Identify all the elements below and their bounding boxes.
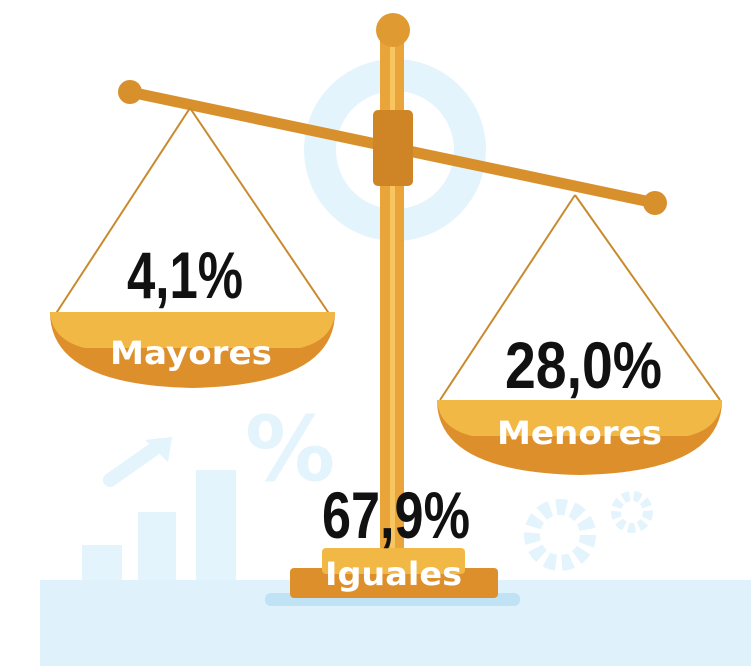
value-label: 4,1%	[127, 238, 243, 312]
base-upper	[322, 548, 465, 574]
pan-string	[439, 194, 721, 401]
category-label: Menores	[497, 414, 662, 452]
top-knob	[376, 13, 410, 47]
category-label: Mayores	[110, 334, 272, 372]
percent-decor: %	[245, 397, 335, 502]
arrow-decor	[103, 438, 167, 487]
bar-decor	[196, 470, 236, 580]
bar-decor	[138, 512, 176, 580]
value-label: 28,0%	[505, 328, 662, 402]
category-label: Iguales	[325, 555, 462, 593]
value-label: 67,9%	[322, 478, 470, 552]
beam-end	[643, 191, 667, 215]
pivot-block	[373, 110, 413, 186]
pan-string	[54, 107, 331, 316]
base-lower	[290, 568, 498, 598]
arrow-decor	[145, 437, 172, 462]
beam-end	[118, 80, 142, 104]
left-pan-top	[50, 312, 335, 348]
right-pan-top	[437, 400, 722, 436]
gear-decor	[524, 499, 596, 571]
bar-decor	[82, 545, 122, 580]
pole-highlight	[390, 45, 395, 555]
gear-decor	[611, 491, 653, 533]
